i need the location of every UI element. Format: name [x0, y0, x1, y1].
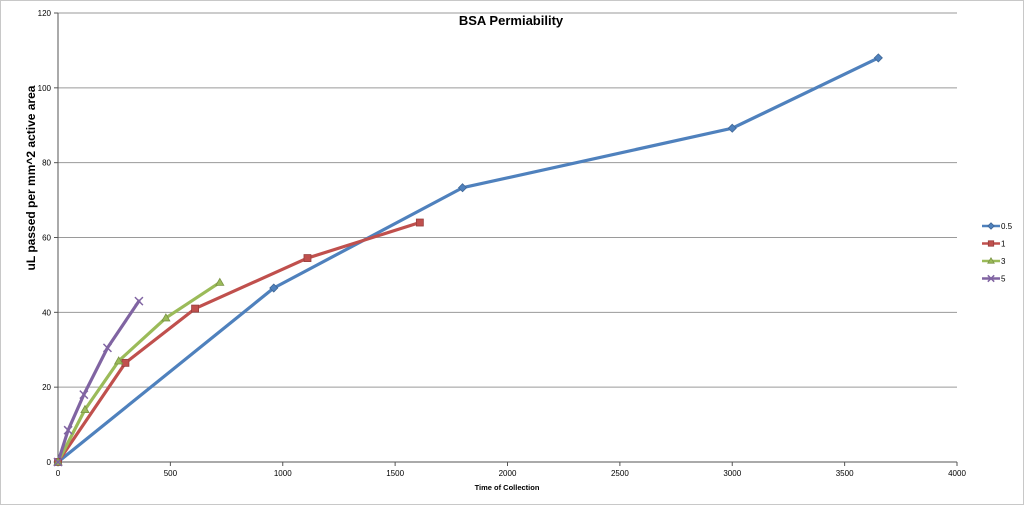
x-tick-label: 1500	[386, 469, 404, 478]
data-point-1	[303, 254, 312, 262]
legend-label-5: 5	[1001, 275, 1006, 284]
y-tick-label: 40	[42, 308, 51, 317]
data-point-5	[63, 425, 73, 435]
data-point-0.5	[727, 123, 737, 133]
y-tick-label: 80	[42, 159, 51, 168]
data-point-0.5	[873, 53, 883, 63]
chart-title: BSA Permiability	[459, 13, 564, 28]
legend-marker-1	[987, 240, 995, 247]
x-tick-label: 2500	[611, 469, 629, 478]
data-point-1	[121, 358, 130, 367]
marker-layer	[53, 53, 883, 467]
legend-marker-3	[987, 257, 995, 264]
legend: 0.5 1 3 5	[982, 222, 1013, 284]
series-line-0.5	[56, 56, 880, 464]
grid-layer	[58, 12, 957, 463]
x-tick-label: 3000	[723, 469, 741, 478]
y-tick-label: 20	[42, 383, 51, 392]
data-point-1	[191, 304, 199, 313]
y-tick-label: 0	[47, 458, 52, 467]
y-tick-label: 100	[38, 84, 52, 93]
series-layer	[56, 56, 880, 464]
data-point-3	[80, 404, 90, 414]
x-axis-label: Time of Collection	[475, 483, 540, 492]
data-point-3	[113, 356, 124, 365]
y-tick-label: 120	[38, 9, 52, 18]
legend-label-0.5: 0.5	[1001, 222, 1013, 231]
legend-marker-0.5	[987, 222, 995, 230]
legend-label-1: 1	[1001, 240, 1006, 249]
data-point-5	[102, 343, 112, 353]
data-point-0.5	[269, 283, 279, 293]
data-point-5	[134, 296, 144, 306]
legend-label-3: 3	[1001, 257, 1006, 266]
x-tick-label: 1000	[274, 469, 292, 478]
data-point-1	[415, 218, 424, 227]
data-point-5	[53, 457, 63, 467]
data-point-5	[79, 390, 89, 400]
x-tick-label: 2000	[499, 469, 517, 478]
legend-marker-5	[987, 274, 995, 283]
y-axis-label: uL passed per mm^2 active area	[24, 85, 38, 270]
x-tick-label: 3500	[836, 469, 854, 478]
x-tick-label: 4000	[948, 469, 966, 478]
y-tick-label: 60	[42, 234, 51, 243]
data-point-3	[215, 277, 225, 286]
data-point-0.5	[457, 183, 468, 193]
x-tick-label: 500	[164, 469, 178, 478]
axis-layer: 0 20 40 60 80 100 120 0 500 1000 1500 2000 2500 3000 3…	[38, 9, 967, 478]
data-point-3	[161, 313, 171, 322]
x-tick-label: 0	[56, 469, 61, 478]
